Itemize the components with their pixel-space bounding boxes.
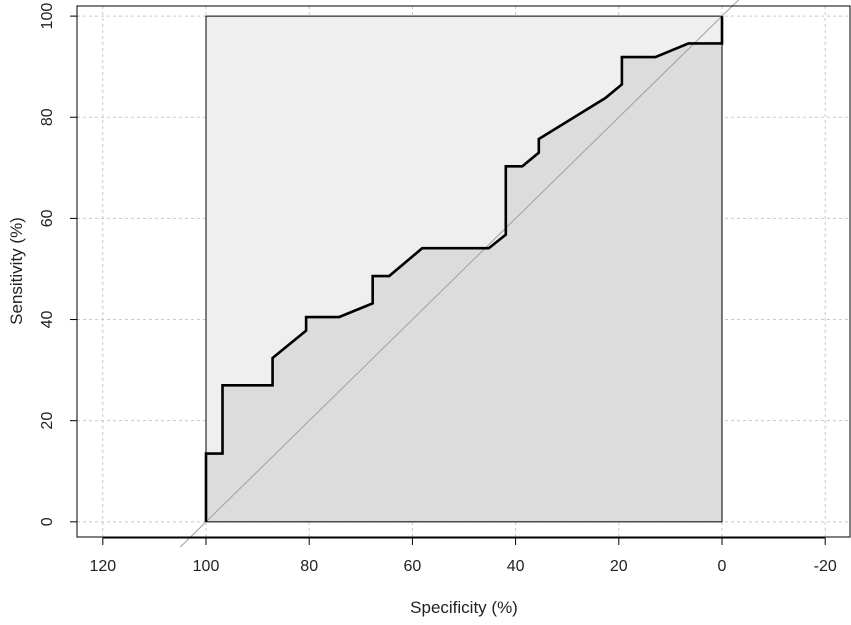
x-tick-label: 60: [404, 558, 422, 575]
x-tick-label: 0: [718, 558, 727, 575]
x-axis: 120 100 80 60 40 20 0 -20: [89, 537, 837, 575]
x-tick-label: 40: [507, 558, 525, 575]
y-axis-title: Sensitivity (%): [7, 217, 26, 325]
y-tick-label: 20: [39, 412, 56, 430]
x-tick-label: 20: [610, 558, 628, 575]
y-tick-label: 80: [39, 108, 56, 126]
x-axis-title: Specificity (%): [410, 598, 518, 617]
unit-square-outline: [205, 15, 723, 523]
roc-curve: [204, 16, 724, 522]
y-axis: 0 20 40 60 80 100: [39, 3, 78, 526]
diagonal-reference-line: [179, 0, 740, 548]
y-tick-label: 40: [39, 311, 56, 329]
x-tick-label: 80: [300, 558, 318, 575]
y-tick-label: 0: [39, 517, 56, 526]
x-tick-label: -20: [814, 558, 837, 575]
y-tick-label: 100: [39, 3, 56, 30]
x-tick-label: 120: [89, 558, 116, 575]
x-tick-label: 100: [193, 558, 220, 575]
roc-plot: [179, 0, 740, 548]
y-tick-label: 60: [39, 209, 56, 227]
